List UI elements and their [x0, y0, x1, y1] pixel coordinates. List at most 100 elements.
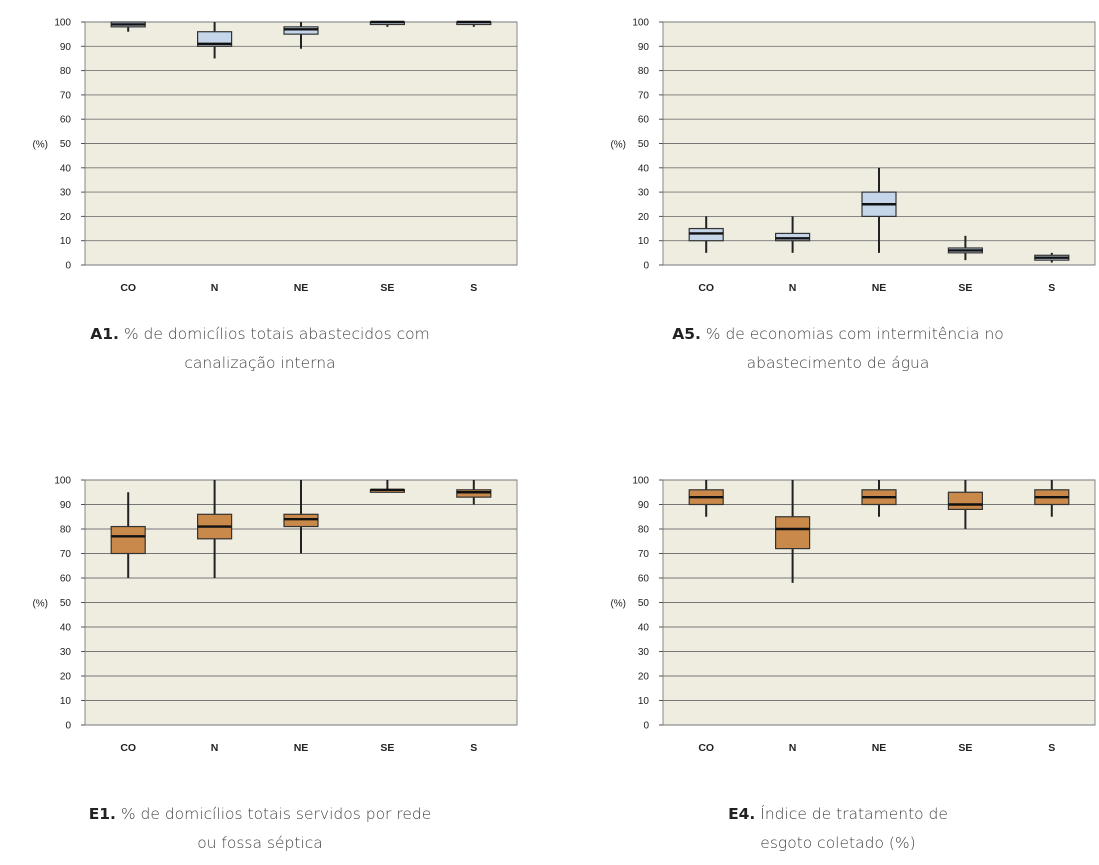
- caption-line1: % de domicílios totais servidos por rede: [115, 805, 432, 823]
- caption-id: E4.: [728, 805, 756, 823]
- caption-line2: esgoto coletado (%): [760, 834, 916, 852]
- y-tick-label: 70: [638, 90, 650, 101]
- box-se: [369, 20, 405, 27]
- y-tick-label: 50: [60, 598, 72, 609]
- y-tick-label: 10: [638, 236, 650, 247]
- y-tick-label: 100: [632, 18, 649, 29]
- y-tick-label: 10: [60, 696, 72, 707]
- y-tick-label: 20: [638, 212, 650, 223]
- box-body: [283, 513, 319, 528]
- y-tick-label: 80: [60, 525, 72, 536]
- box-s: [456, 480, 492, 505]
- box-ne: [861, 167, 897, 253]
- y-tick-label: 60: [60, 574, 72, 585]
- caption-line2: canalização interna: [184, 354, 336, 372]
- x-tick-label: N: [789, 282, 797, 294]
- x-tick-label: CO: [698, 282, 714, 294]
- chart-e1: 0 10 20 30 40 50 60 70 80 90 100 (%) CO N NE SE S: [32, 476, 518, 754]
- box-body: [775, 232, 811, 242]
- y-tick-label: 30: [638, 647, 650, 658]
- x-tick-label: NE: [294, 742, 309, 754]
- caption-line1: % de domicílios totais abastecidos com: [118, 325, 430, 343]
- y-tick-label: 70: [60, 549, 72, 560]
- box-body: [283, 26, 319, 35]
- chart-panel-e1: 0 10 20 30 40 50 60 70 80 90 100 (%) CO N NE SE S E1. % …: [0, 455, 520, 852]
- x-tick-label: SE: [380, 282, 394, 294]
- caption-line2: ou fossa séptica: [197, 834, 323, 852]
- caption-e4: E4. Índice de tratamento de esgoto colet…: [578, 800, 1098, 858]
- x-tick-label: S: [470, 742, 477, 754]
- y-tick-label: 90: [638, 42, 650, 53]
- x-tick-label: CO: [698, 742, 714, 754]
- y-tick-label: 20: [60, 672, 72, 683]
- x-tick-label: N: [789, 742, 797, 754]
- x-tick-label: S: [1048, 742, 1055, 754]
- x-tick-label: N: [211, 282, 219, 294]
- y-axis-label: (%): [32, 599, 48, 610]
- caption-a1: A1. % de domicílios totais abastecidos c…: [0, 320, 520, 378]
- y-tick-label: 70: [638, 549, 650, 560]
- chart-panel-a5: 0 10 20 30 40 50 60 70 80 90 100 (%) CO N NE SE S A5. % …: [578, 0, 1098, 372]
- box-n: [775, 216, 811, 253]
- y-tick-label: 60: [60, 115, 72, 126]
- y-tick-label: 20: [638, 672, 650, 683]
- box-s: [1034, 480, 1070, 517]
- box-se: [369, 480, 405, 493]
- box-body: [947, 491, 983, 510]
- caption-a5: A5. % de economias com intermitência no …: [578, 320, 1098, 378]
- box-body: [775, 516, 811, 550]
- caption-id: E1.: [88, 805, 116, 823]
- box-co: [688, 480, 724, 517]
- box-co: [688, 216, 724, 253]
- y-axis-label: (%): [32, 140, 48, 151]
- y-tick-label: 100: [54, 476, 71, 487]
- y-tick-label: 0: [643, 721, 649, 732]
- y-tick-label: 0: [65, 721, 71, 732]
- box-se: [947, 235, 983, 261]
- box-ne: [283, 22, 319, 49]
- y-tick-label: 30: [638, 188, 650, 199]
- x-tick-label: SE: [958, 742, 972, 754]
- chart-a5: 0 10 20 30 40 50 60 70 80 90 100 (%) CO N NE SE S: [610, 18, 1096, 294]
- y-tick-label: 60: [638, 574, 650, 585]
- chart-a1: 0 10 20 30 40 50 60 70 80 90 100 (%) CO N NE SE S: [32, 18, 518, 294]
- caption-id: A1.: [90, 325, 119, 343]
- box-body: [110, 525, 146, 555]
- box-n: [197, 480, 233, 578]
- chart-panel-e4: 0 10 20 30 40 50 60 70 80 90 100 (%) CO N NE SE S E4. Ín…: [578, 455, 1098, 852]
- caption-id: A5.: [672, 325, 701, 343]
- x-tick-label: NE: [294, 282, 309, 294]
- y-tick-label: 50: [638, 598, 650, 609]
- y-tick-label: 50: [60, 139, 72, 150]
- x-tick-label: SE: [380, 742, 394, 754]
- caption-e1: E1. % de domicílios totais servidos por …: [0, 800, 520, 858]
- y-tick-label: 60: [638, 115, 650, 126]
- y-tick-label: 90: [60, 42, 72, 53]
- chart-e4: 0 10 20 30 40 50 60 70 80 90 100 (%) CO N NE SE S: [610, 476, 1096, 754]
- y-tick-label: 0: [643, 261, 649, 272]
- y-tick-label: 40: [638, 623, 650, 634]
- box-n: [775, 480, 811, 583]
- chart-panel-a1: 0 10 20 30 40 50 60 70 80 90 100 (%) CO N NE SE S A1. % …: [0, 0, 520, 372]
- y-tick-label: 70: [60, 90, 72, 101]
- y-tick-label: 10: [638, 696, 650, 707]
- y-tick-label: 100: [632, 476, 649, 487]
- y-tick-label: 50: [638, 139, 650, 150]
- y-tick-label: 90: [638, 500, 650, 511]
- caption-line2: abastecimento de água: [746, 354, 930, 372]
- x-tick-label: S: [470, 282, 477, 294]
- caption-line1: Índice de tratamento de: [755, 805, 948, 823]
- box-body: [456, 489, 492, 498]
- box-n: [197, 22, 233, 59]
- y-axis-label: (%): [610, 599, 626, 610]
- y-tick-label: 80: [638, 66, 650, 77]
- box-ne: [283, 480, 319, 554]
- y-tick-label: 0: [65, 261, 71, 272]
- x-tick-label: SE: [958, 282, 972, 294]
- x-tick-label: CO: [120, 742, 136, 754]
- y-tick-label: 80: [638, 525, 650, 536]
- y-tick-label: 90: [60, 500, 72, 511]
- y-tick-label: 40: [60, 623, 72, 634]
- y-tick-label: 40: [60, 163, 72, 174]
- y-tick-label: 80: [60, 66, 72, 77]
